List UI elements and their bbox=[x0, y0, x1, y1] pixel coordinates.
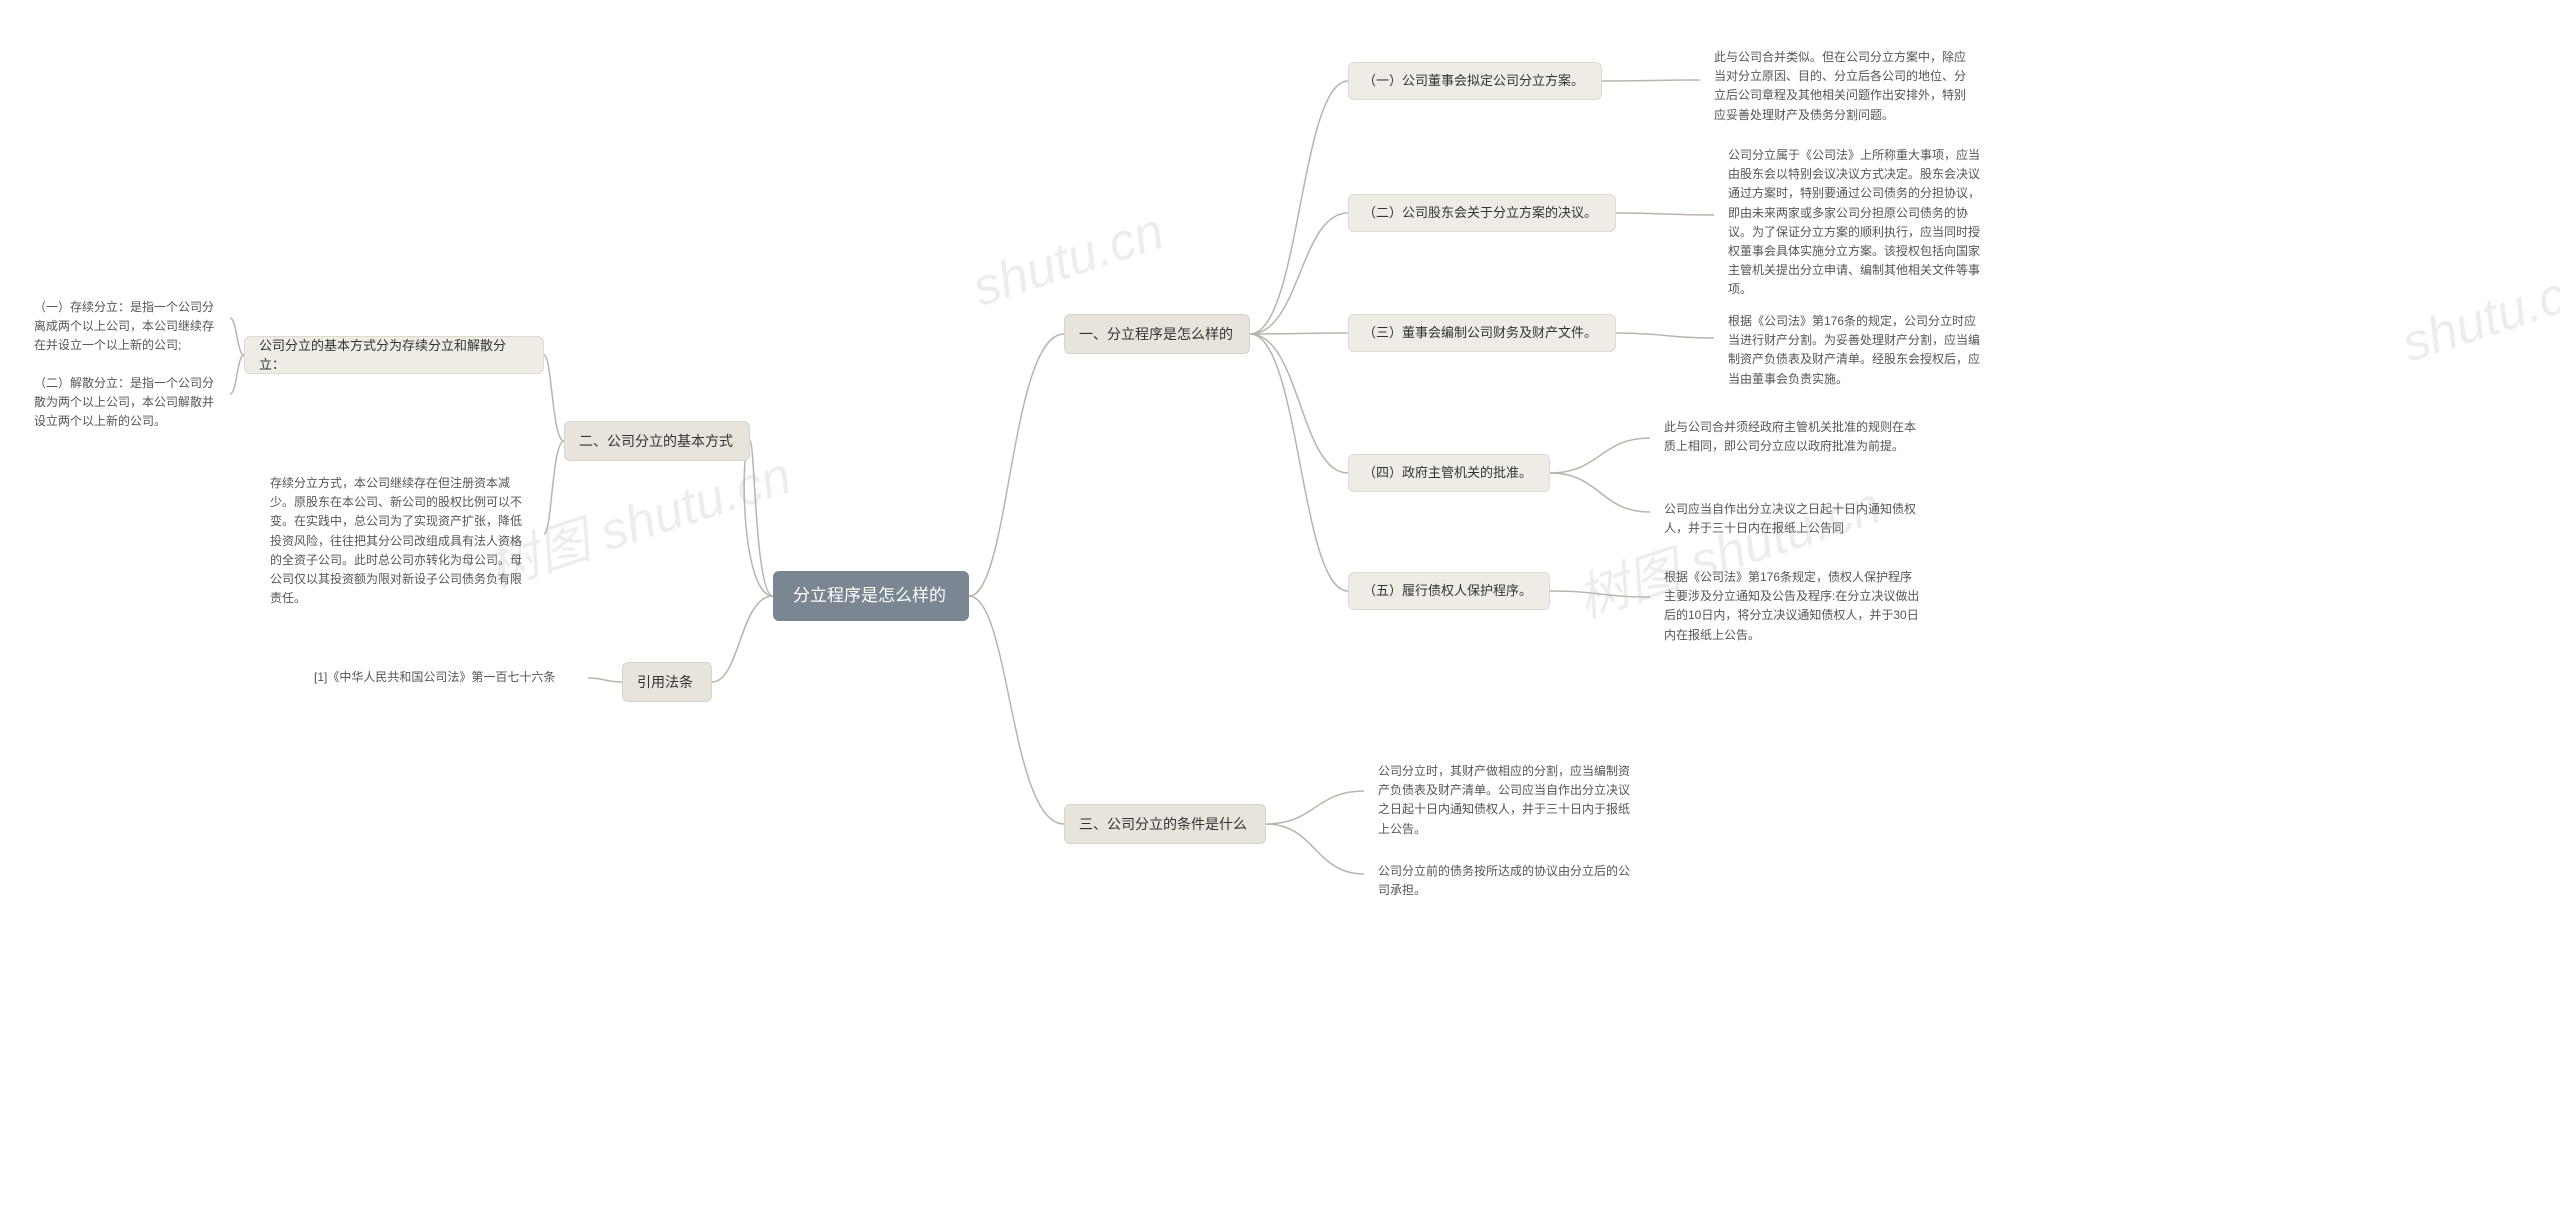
leaf-board-plan-desc: 此与公司合并类似。但在公司分立方案中，除应当对分立原因、目的、分立后各公司的地位… bbox=[1700, 38, 1986, 135]
sub-shareholder-resolution[interactable]: （二）公司股东会关于分立方案的决议。 bbox=[1348, 194, 1616, 232]
branch-methods[interactable]: 二、公司分立的基本方式 bbox=[564, 421, 750, 461]
leaf-conditions-1: 公司分立时，其财产做相应的分割，应当编制资产负债表及财产清单。公司应当自作出分立… bbox=[1364, 752, 1650, 849]
sub-methods-intro[interactable]: 公司分立的基本方式分为存续分立和解散分立： bbox=[244, 336, 544, 374]
leaf-finance-desc: 根据《公司法》第176条的规定，公司分立时应当进行财产分割。为妥善处理财产分割，… bbox=[1714, 302, 2000, 399]
leaf-creditor-desc: 根据《公司法》第176条规定，债权人保护程序主要涉及分立通知及公告及程序:在分立… bbox=[1650, 558, 1936, 655]
leaf-dissolution-split: （二）解散分立：是指一个公司分散为两个以上公司，本公司解散并设立两个以上新的公司… bbox=[20, 364, 230, 442]
leaf-citation-text: [1]《中华人民共和国公司法》第一百七十六条 bbox=[300, 658, 588, 697]
branch-citation[interactable]: 引用法条 bbox=[622, 662, 712, 702]
root-node[interactable]: 分立程序是怎么样的 bbox=[773, 571, 969, 621]
branch-procedure[interactable]: 一、分立程序是怎么样的 bbox=[1064, 314, 1250, 354]
leaf-govt-desc1: 此与公司合并须经政府主管机关批准的规则在本质上相同，即公司分立应以政府批准为前提… bbox=[1650, 408, 1936, 466]
leaf-shareholder-desc: 公司分立属于《公司法》上所称重大事项，应当由股东会以特别会议决议方式决定。股东会… bbox=[1714, 136, 2000, 310]
watermark: shutu.c bbox=[2395, 266, 2560, 375]
watermark: shutu.cn bbox=[966, 201, 1171, 319]
sub-govt-approval[interactable]: （四）政府主管机关的批准。 bbox=[1348, 454, 1550, 492]
leaf-govt-desc2: 公司应当自作出分立决议之日起十日内通知债权人，并于三十日内在报纸上公告同 bbox=[1650, 490, 1936, 548]
sub-finance-docs[interactable]: （三）董事会编制公司财务及财产文件。 bbox=[1348, 314, 1616, 352]
branch-conditions[interactable]: 三、公司分立的条件是什么 bbox=[1064, 804, 1266, 844]
sub-creditor-protection[interactable]: （五）履行债权人保护程序。 bbox=[1348, 572, 1550, 610]
sub-board-plan[interactable]: （一）公司董事会拟定公司分立方案。 bbox=[1348, 62, 1602, 100]
leaf-methods-detail: 存续分立方式，本公司继续存在但注册资本减少。原股东在本公司、新公司的股权比例可以… bbox=[256, 464, 544, 618]
leaf-conditions-2: 公司分立前的债务按所达成的协议由分立后的公司承担。 bbox=[1364, 852, 1650, 910]
leaf-surviving-split: （一）存续分立：是指一个公司分离成两个以上公司，本公司继续存在并设立一个以上新的… bbox=[20, 288, 230, 366]
